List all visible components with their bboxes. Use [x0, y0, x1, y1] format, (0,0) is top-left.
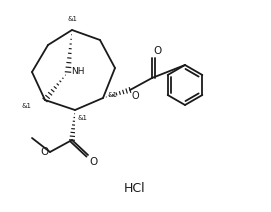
Text: NH: NH — [71, 67, 85, 77]
Text: &1: &1 — [67, 16, 77, 22]
Text: O: O — [89, 157, 97, 167]
Text: &1: &1 — [22, 103, 32, 109]
Text: &1: &1 — [107, 92, 117, 98]
Text: O: O — [131, 91, 139, 101]
Text: HCl: HCl — [124, 181, 146, 194]
Text: O: O — [41, 147, 49, 157]
Text: &1: &1 — [77, 115, 87, 121]
Text: O: O — [153, 46, 161, 56]
